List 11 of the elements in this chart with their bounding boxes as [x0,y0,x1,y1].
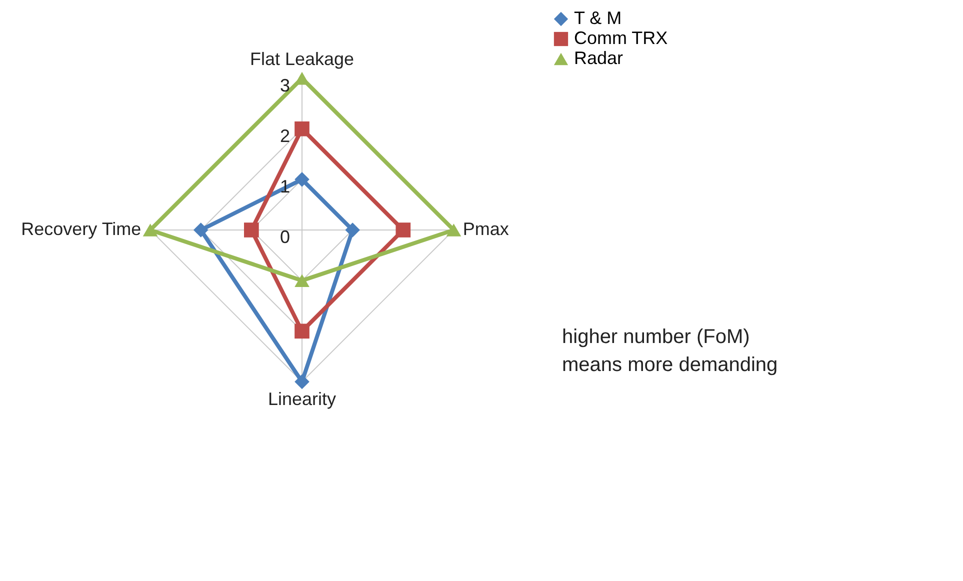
spoke-label: Flat Leakage [250,49,354,70]
text: higher number (FoM) means more demanding [562,326,778,376]
spoke-label: Recovery Time [21,219,142,239]
spoke-label: Linearity [268,388,336,409]
legend-label: Comm TRX [574,28,668,48]
y-tick-label: 0 [280,227,290,247]
spoke-label: Pmax [462,219,509,239]
legend-label: Radar [574,48,624,68]
y-tick-label: 3 [280,75,290,96]
legend-label: T & M [574,8,622,28]
y-tick-label: 2 [280,126,290,146]
